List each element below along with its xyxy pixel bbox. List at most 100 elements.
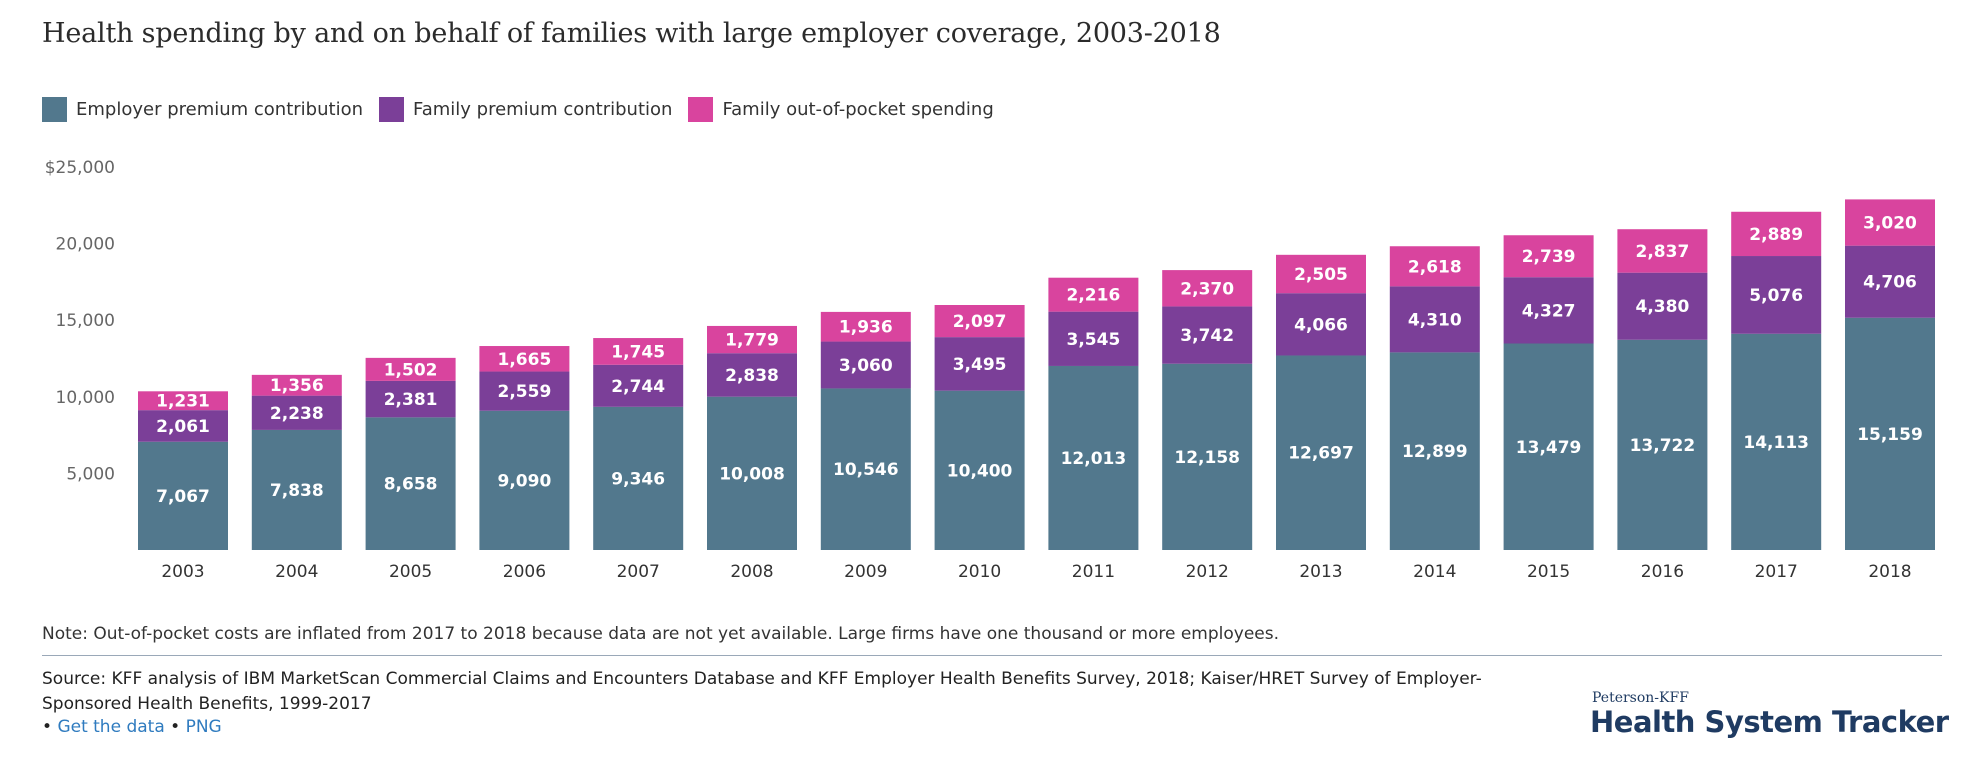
x-tick-label: 2008 bbox=[730, 562, 773, 582]
legend-item-out-of-pocket: Family out-of-pocket spending bbox=[688, 97, 994, 122]
x-tick-label: 2004 bbox=[275, 562, 318, 582]
data-label: 12,899 bbox=[1402, 442, 1468, 462]
data-label: 4,066 bbox=[1294, 315, 1348, 335]
bar-segment bbox=[479, 371, 570, 411]
brand-logo-small: Peterson-KFF bbox=[1592, 690, 1689, 706]
data-label: 2,837 bbox=[1636, 242, 1690, 262]
legend-label-family-premium: Family premium contribution bbox=[413, 99, 673, 120]
data-label: 9,346 bbox=[611, 469, 665, 489]
data-label: 2,381 bbox=[384, 390, 438, 410]
data-label: 2,216 bbox=[1067, 286, 1121, 306]
divider bbox=[42, 655, 1942, 656]
chart-note: Note: Out-of-pocket costs are inflated f… bbox=[42, 624, 1280, 644]
data-label: 5,076 bbox=[1749, 286, 1803, 306]
bar-segment bbox=[1503, 277, 1594, 344]
bar-segment bbox=[1048, 365, 1139, 550]
stacked-bar-chart: 5,000 10,000 15,000 20,000 $25,000 7,067 2,061… bbox=[45, 158, 1935, 582]
data-label: 2,559 bbox=[498, 382, 552, 402]
data-label: 1,936 bbox=[839, 318, 893, 338]
x-tick-label: 2015 bbox=[1527, 562, 1570, 582]
data-label: 13,479 bbox=[1516, 438, 1582, 458]
y-tick-label: 20,000 bbox=[56, 235, 115, 255]
bar-segment bbox=[1389, 352, 1480, 550]
data-label: 2,744 bbox=[611, 377, 665, 397]
x-tick-label: 2012 bbox=[1186, 562, 1229, 582]
data-label: 10,008 bbox=[719, 464, 785, 484]
bar-segment bbox=[138, 441, 228, 550]
bar-segment bbox=[593, 364, 684, 407]
png-link[interactable]: PNG bbox=[185, 717, 222, 737]
bar-segment bbox=[365, 417, 456, 550]
bar-segment bbox=[1276, 254, 1366, 294]
bar-segment bbox=[479, 410, 570, 550]
bar-segment bbox=[707, 396, 797, 550]
get-data-link[interactable]: Get the data bbox=[57, 717, 165, 737]
bullet: • bbox=[170, 717, 181, 737]
bar-segment bbox=[1503, 343, 1594, 550]
bar-segment bbox=[934, 305, 1025, 338]
bar-segment bbox=[251, 429, 342, 550]
x-tick-label: 2013 bbox=[1299, 562, 1342, 582]
bullet: • bbox=[42, 717, 53, 737]
legend-swatch-out-of-pocket bbox=[688, 97, 714, 122]
data-label: 1,231 bbox=[156, 392, 210, 412]
data-label: 2,505 bbox=[1294, 265, 1348, 285]
x-tick-label: 2005 bbox=[389, 562, 432, 582]
data-label: 2,838 bbox=[725, 366, 779, 386]
source-text: Source: KFF analysis of IBM MarketScan C… bbox=[42, 669, 1482, 714]
data-label: 3,060 bbox=[839, 356, 893, 376]
data-label: 12,697 bbox=[1288, 444, 1354, 464]
bar-segment bbox=[1048, 277, 1139, 312]
bar-segment bbox=[593, 338, 684, 365]
bar-segment bbox=[138, 391, 228, 411]
bar-segment bbox=[1617, 272, 1708, 340]
data-label: 1,502 bbox=[384, 360, 438, 380]
y-tick-label: $25,000 bbox=[45, 158, 115, 178]
bar-segment bbox=[251, 374, 342, 396]
x-tick-label: 2003 bbox=[161, 562, 204, 582]
x-tick-label: 2006 bbox=[503, 562, 546, 582]
data-label: 9,090 bbox=[498, 471, 552, 491]
x-tick-label: 2018 bbox=[1868, 562, 1911, 582]
y-tick-label: 10,000 bbox=[56, 388, 115, 408]
bar-segment bbox=[1048, 311, 1139, 366]
data-label: 10,400 bbox=[947, 461, 1013, 481]
legend-label-employer: Employer premium contribution bbox=[76, 99, 363, 120]
data-label: 12,013 bbox=[1061, 449, 1127, 469]
brand-logo: Health System Tracker bbox=[1590, 705, 1949, 739]
data-label: 4,327 bbox=[1522, 301, 1576, 321]
bar-segment bbox=[934, 390, 1025, 550]
data-label: 3,495 bbox=[953, 355, 1007, 375]
data-label: 2,889 bbox=[1749, 225, 1803, 245]
data-label: 2,618 bbox=[1408, 257, 1462, 277]
bar-segment bbox=[1731, 333, 1822, 550]
legend-label-out-of-pocket: Family out-of-pocket spending bbox=[722, 99, 994, 120]
data-label: 10,546 bbox=[833, 460, 899, 480]
data-label: 2,061 bbox=[156, 417, 210, 437]
data-label: 14,113 bbox=[1743, 433, 1809, 453]
bar-segment bbox=[707, 325, 797, 354]
bar-segment bbox=[1731, 211, 1822, 257]
data-label: 3,545 bbox=[1067, 330, 1121, 350]
bar-segment bbox=[1503, 235, 1594, 278]
data-label: 2,097 bbox=[953, 312, 1007, 332]
bar-segment bbox=[1389, 246, 1480, 287]
data-label: 4,380 bbox=[1636, 297, 1690, 317]
legend-item-employer: Employer premium contribution bbox=[42, 97, 363, 122]
data-label: 2,370 bbox=[1180, 279, 1234, 299]
data-label: 1,779 bbox=[725, 331, 779, 351]
y-tick-label: 15,000 bbox=[56, 311, 115, 331]
bar-segment bbox=[1162, 270, 1253, 307]
x-tick-label: 2011 bbox=[1072, 562, 1115, 582]
legend-swatch-family-premium bbox=[379, 97, 404, 122]
data-label: 2,739 bbox=[1522, 247, 1576, 267]
x-tick-label: 2007 bbox=[617, 562, 660, 582]
data-label: 8,658 bbox=[384, 475, 438, 495]
data-label: 1,356 bbox=[270, 376, 324, 396]
data-label: 13,722 bbox=[1630, 436, 1696, 456]
chart-title: Health spending by and on behalf of fami… bbox=[42, 18, 1221, 49]
bar-segment bbox=[1389, 286, 1480, 353]
data-label: 7,067 bbox=[156, 487, 210, 507]
bar-segment bbox=[1162, 363, 1253, 550]
x-tick-label: 2017 bbox=[1755, 562, 1798, 582]
